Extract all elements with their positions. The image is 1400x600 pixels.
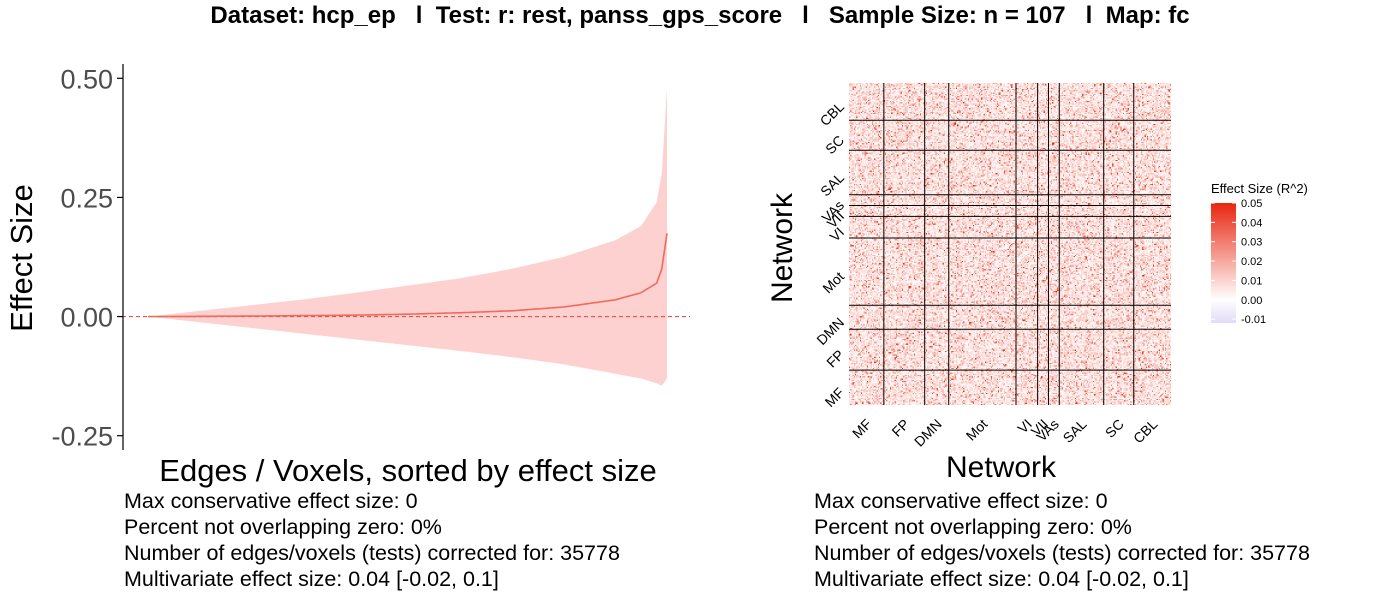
y-tick-label: -0.25: [51, 422, 113, 452]
legend-tick-label: 0.01: [1241, 275, 1262, 287]
multivariate-effect-size: Multivariate effect size: 0.04 [-0.02, 0…: [814, 567, 1189, 591]
percent-not-overlapping-zero: Percent not overlapping zero: 0%: [124, 515, 442, 539]
legend-tick-label: 0.03: [1241, 237, 1262, 249]
heatmap-x-axis-label: Network: [946, 451, 1057, 484]
number-of-tests-corrected: Number of edges/voxels (tests) corrected…: [124, 541, 620, 565]
legend-colorbar: [1211, 203, 1236, 323]
legend-tick-label: 0.02: [1241, 256, 1262, 268]
heatmap-y-tick-label: SAL: [817, 169, 847, 199]
percent-not-overlapping-zero: Percent not overlapping zero: 0%: [814, 515, 1132, 539]
left-summary-stats: Max conservative effect size: 0 Percent …: [124, 488, 620, 592]
heatmap-x-tick-label: CBL: [1130, 416, 1161, 447]
color-legend: Effect Size (R^2) 0.05 0.04 0.03 0.02 0.01 0.…: [1211, 181, 1308, 326]
heatmap-y-axis-label: Network: [766, 192, 799, 303]
heatmap-x-tick-label: SC: [1102, 416, 1127, 441]
legend-tick-label: 0.00: [1241, 295, 1262, 307]
y-axis-label: Effect Size: [4, 184, 39, 332]
max-conservative-effect-size: Max conservative effect size: 0: [814, 489, 1108, 513]
effect-size-curve-chart: 0.50 0.25 0.00 -0.25 Effect Size Edges / Vo…: [4, 64, 690, 488]
max-conservative-effect-size: Max conservative effect size: 0: [124, 489, 418, 513]
confidence-band: [148, 87, 667, 386]
heatmap-y-tick-label: FP: [823, 347, 847, 371]
heatmap-cells: [849, 83, 1171, 405]
effect-size-line: [148, 233, 668, 318]
heatmap-y-tick-label: DMN: [813, 314, 847, 348]
right-summary-stats: Max conservative effect size: 0 Percent …: [814, 488, 1310, 592]
y-tick-label: 0.25: [60, 183, 113, 213]
y-tick-label: 0.50: [60, 64, 113, 94]
main-title: Dataset: hcp_ep l Test: r: rest, panss_g…: [210, 2, 1190, 29]
heatmap-y-tick-label: SC: [822, 132, 847, 157]
heatmap-y-tick-label: Mot: [819, 268, 847, 296]
y-tick-label: 0.00: [60, 303, 113, 333]
heatmap-x-tick-label: DMN: [911, 416, 945, 450]
legend-tick-label: 0.05: [1241, 198, 1262, 210]
heatmap-cell-matrix: [849, 83, 1171, 405]
heatmap-x-tick-label: MF: [849, 416, 875, 442]
heatmap-y-tick-label: CBL: [817, 98, 848, 129]
heatmap-x-tick-label: FP: [888, 416, 912, 440]
heatmap-x-tick-label: SAL: [1060, 416, 1090, 446]
x-axis-label: Edges / Voxels, sorted by effect size: [159, 453, 656, 488]
legend-tick-label: 0.04: [1241, 217, 1262, 229]
number-of-tests-corrected: Number of edges/voxels (tests) corrected…: [814, 541, 1310, 565]
multivariate-effect-size: Multivariate effect size: 0.04 [-0.02, 0…: [124, 567, 499, 591]
legend-tick-label: -0.01: [1241, 314, 1266, 326]
legend-title: Effect Size (R^2): [1211, 181, 1308, 196]
heatmap-y-tick-label: MF: [822, 384, 848, 410]
heatmap-x-tick-label: Mot: [963, 416, 991, 444]
network-boundaries: [849, 83, 1171, 405]
